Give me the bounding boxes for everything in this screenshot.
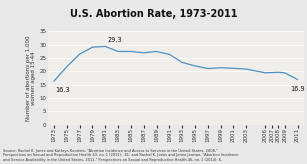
Y-axis label: Number of abortions per 1,000
women aged 15-44: Number of abortions per 1,000 women aged… bbox=[25, 35, 37, 121]
Text: 16.3: 16.3 bbox=[55, 87, 70, 93]
Text: 29.3: 29.3 bbox=[107, 37, 122, 43]
Text: 16.9: 16.9 bbox=[290, 86, 305, 92]
Text: U.S. Abortion Rate, 1973-2011: U.S. Abortion Rate, 1973-2011 bbox=[70, 9, 237, 19]
Text: Source: Rachel K. Jones and Kathryn Kooistra, "Abortion Incidence and Access to : Source: Rachel K. Jones and Kathryn Kooi… bbox=[3, 149, 239, 162]
